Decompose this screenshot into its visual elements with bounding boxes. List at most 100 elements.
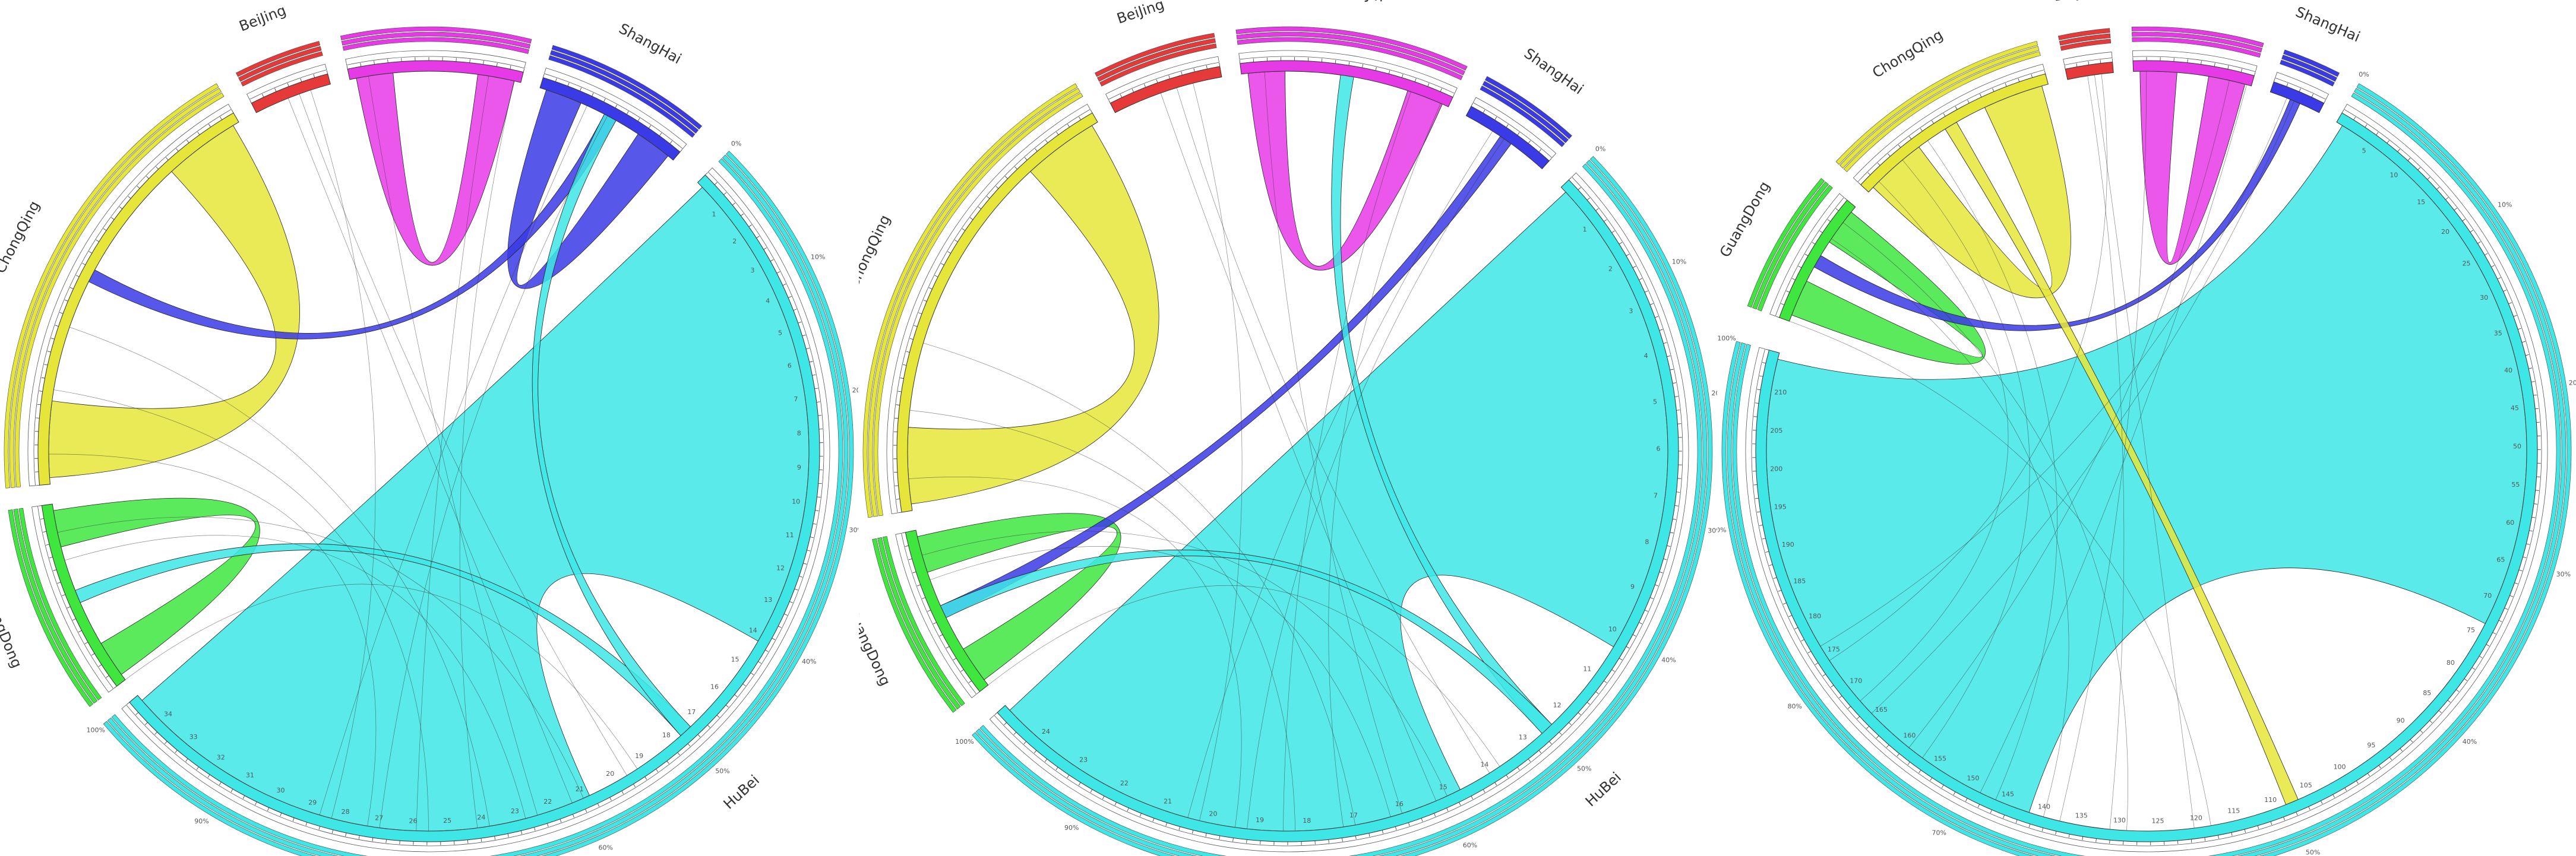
chord-ribbons	[907, 71, 1668, 832]
sector-arc-hubei	[1755, 112, 2538, 842]
tick-mark	[2508, 302, 2512, 305]
tick-mark	[1847, 706, 1851, 709]
tick-label: 70	[2483, 592, 2492, 600]
sector-label-beijing: BeiJing	[2053, 0, 2103, 4]
outer-bar-beijing	[2059, 33, 2111, 46]
tick-mark	[927, 610, 931, 612]
sector-track	[1853, 64, 2045, 183]
tick-mark	[2112, 58, 2113, 62]
tick-label: 20	[2441, 228, 2449, 236]
tick-label: 14	[749, 627, 757, 635]
sector-shanghai: ShangHai	[2270, 4, 2363, 113]
tick-mark	[2095, 838, 2097, 842]
tick-mark	[318, 826, 320, 830]
sector-tianjin: TianJin	[340, 26, 532, 83]
percent-label: 30%	[1708, 527, 1717, 535]
tick-label: 16	[1395, 800, 1404, 808]
outer-bar-guangdong	[1752, 181, 1829, 310]
tick-label: 26	[409, 817, 418, 825]
tick-mark	[1932, 120, 1934, 124]
chord-diagram-right: GuangDong ChongQing BeiJing TianJin ShangHai…	[1718, 0, 2576, 856]
sector-arc-chongqing	[1860, 73, 2049, 193]
tick-mark	[765, 649, 769, 652]
outer-bar-hubei	[972, 156, 1713, 856]
tick-mark	[2518, 328, 2522, 330]
tick-mark	[2214, 63, 2215, 67]
tick-mark	[778, 626, 782, 628]
tick-mark	[67, 606, 71, 608]
sector-label-shanghai: ShangHai	[1521, 45, 1586, 98]
tick-mark	[1676, 410, 1680, 411]
tick-mark	[1990, 810, 1992, 813]
tick-mark	[1918, 769, 1921, 773]
link-line	[1871, 101, 2294, 714]
percent-label: 50%	[2306, 848, 2320, 856]
tick-label: 30	[276, 787, 285, 794]
chord-chongqing-chongqing	[48, 125, 300, 478]
tick-label: 65	[2496, 556, 2505, 563]
outer-bar-beijing	[1094, 33, 1215, 77]
tick-mark	[1839, 695, 1842, 699]
tick-mark	[677, 752, 680, 756]
tick-label: 15	[1439, 783, 1447, 791]
outer-bar-beijing	[241, 51, 323, 87]
link-line	[1980, 84, 2248, 793]
tick-mark	[2491, 265, 2495, 268]
tick-mark	[1663, 342, 1667, 344]
tick-mark	[2311, 94, 2313, 97]
sector-track	[2274, 72, 2329, 100]
tick-mark	[1755, 497, 1759, 499]
tick-label: 11	[1583, 665, 1591, 673]
tick-mark	[47, 351, 51, 353]
tick-label: 25	[443, 817, 451, 825]
tick-mark	[483, 61, 484, 65]
tick-mark	[603, 99, 606, 102]
percent-label: 90%	[1064, 824, 1079, 832]
tick-mark	[2470, 230, 2474, 233]
sector-tianjin: TianJin	[2131, 0, 2264, 87]
tick-mark	[2308, 806, 2311, 810]
percent-label: 100%	[87, 727, 105, 734]
tick-mark	[2299, 88, 2301, 92]
tick-mark	[1342, 838, 1343, 842]
tick-mark	[267, 807, 270, 811]
tick-mark	[637, 118, 640, 122]
tick-mark	[372, 838, 374, 842]
tick-mark	[748, 224, 752, 227]
tick-mark	[1794, 627, 1799, 630]
tick-mark	[560, 819, 562, 823]
tick-label: 6	[1656, 445, 1660, 453]
tick-label: 19	[1256, 816, 1264, 824]
tick-mark	[534, 827, 536, 831]
tick-label: 210	[1774, 389, 1787, 397]
sector-track	[1745, 103, 2548, 852]
tick-mark	[1632, 265, 1636, 268]
tick-mark	[374, 61, 375, 65]
tick-mark	[1219, 63, 1221, 67]
sector-label-beijing: BeiJing	[1115, 0, 1167, 27]
link-line	[319, 105, 587, 816]
tick-mark	[1446, 807, 1449, 811]
tick-mark	[934, 275, 938, 277]
chord-diagram-left: GuangDong ChongQing BeiJing TianJin ShangHai…	[0, 2, 858, 856]
tick-mark	[1632, 634, 1636, 637]
outer-bar-chongqing	[1839, 46, 2040, 169]
tick-mark	[186, 140, 189, 143]
tick-mark	[1033, 750, 1037, 753]
tick-label: 60	[2506, 519, 2514, 527]
tick-mark	[1023, 741, 1027, 744]
outer-bar-hubei	[103, 150, 854, 856]
tick-label: 5	[778, 329, 782, 337]
tick-mark	[165, 157, 169, 160]
outer-bar-chongqing	[868, 88, 1080, 517]
outer-bar-guangdong	[1757, 185, 1833, 312]
tick-label: 100	[2334, 763, 2346, 771]
sector-label-beijing: BeiJing	[237, 2, 289, 35]
sector-track	[895, 532, 977, 699]
outer-bar-shanghai	[2280, 59, 2335, 87]
sector-label-shanghai: ShangHai	[2293, 4, 2363, 46]
tick-mark	[1876, 735, 1879, 738]
tick-label: 22	[543, 798, 552, 806]
tick-label: 3	[751, 267, 755, 274]
tick-mark	[756, 236, 760, 239]
